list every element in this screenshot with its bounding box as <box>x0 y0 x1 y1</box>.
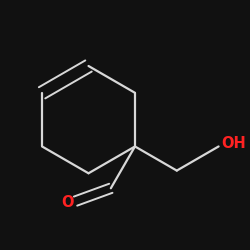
Text: OH: OH <box>221 136 246 151</box>
Text: O: O <box>61 195 74 210</box>
